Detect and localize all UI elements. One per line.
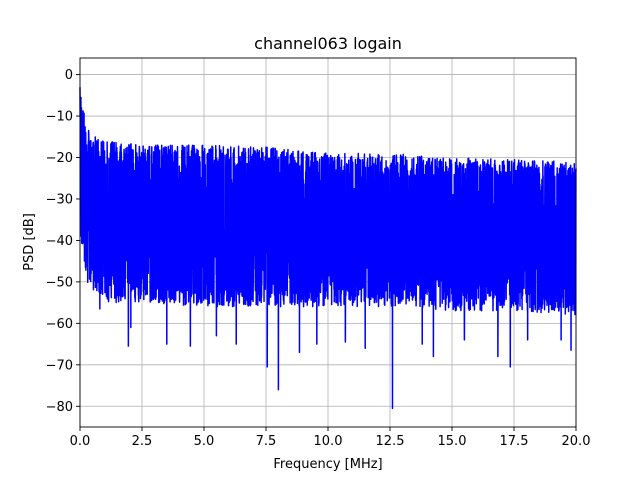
psd-series-line [79,87,577,410]
x-tick-label: 17.5 [500,434,529,449]
x-axis-label: Frequency [MHz] [273,457,382,472]
x-tick-label: 2.5 [132,434,153,449]
chart-title: channel063 logain [254,34,402,53]
x-tick-label: 12.5 [376,434,405,449]
y-tick-label: −60 [46,317,73,332]
plot-area [79,87,577,410]
x-tick-label: 15.0 [438,434,467,449]
y-tick-label: −70 [46,358,73,373]
y-tick-label: −40 [46,234,73,249]
x-tick-label: 10.0 [314,434,343,449]
x-tick-label: 7.5 [256,434,277,449]
y-tick-label: −10 [46,110,73,125]
y-tick-label: −20 [46,151,73,166]
y-tick-label: −50 [46,275,73,290]
y-tick-label: −80 [46,400,73,415]
x-tick-label: 5.0 [194,434,215,449]
x-tick-label: 0.0 [70,434,91,449]
y-tick-label: 0 [65,68,73,83]
y-axis: 0 −10 −20 −30 −40 −50 −60 −70 −80 [46,68,80,415]
y-tick-label: −30 [46,192,73,207]
x-tick-label: 20.0 [562,434,591,449]
x-axis: 0.0 2.5 5.0 7.5 10.0 12.5 15.0 17.5 20.0 [70,427,591,449]
y-axis-label: PSD [dB] [22,213,37,271]
